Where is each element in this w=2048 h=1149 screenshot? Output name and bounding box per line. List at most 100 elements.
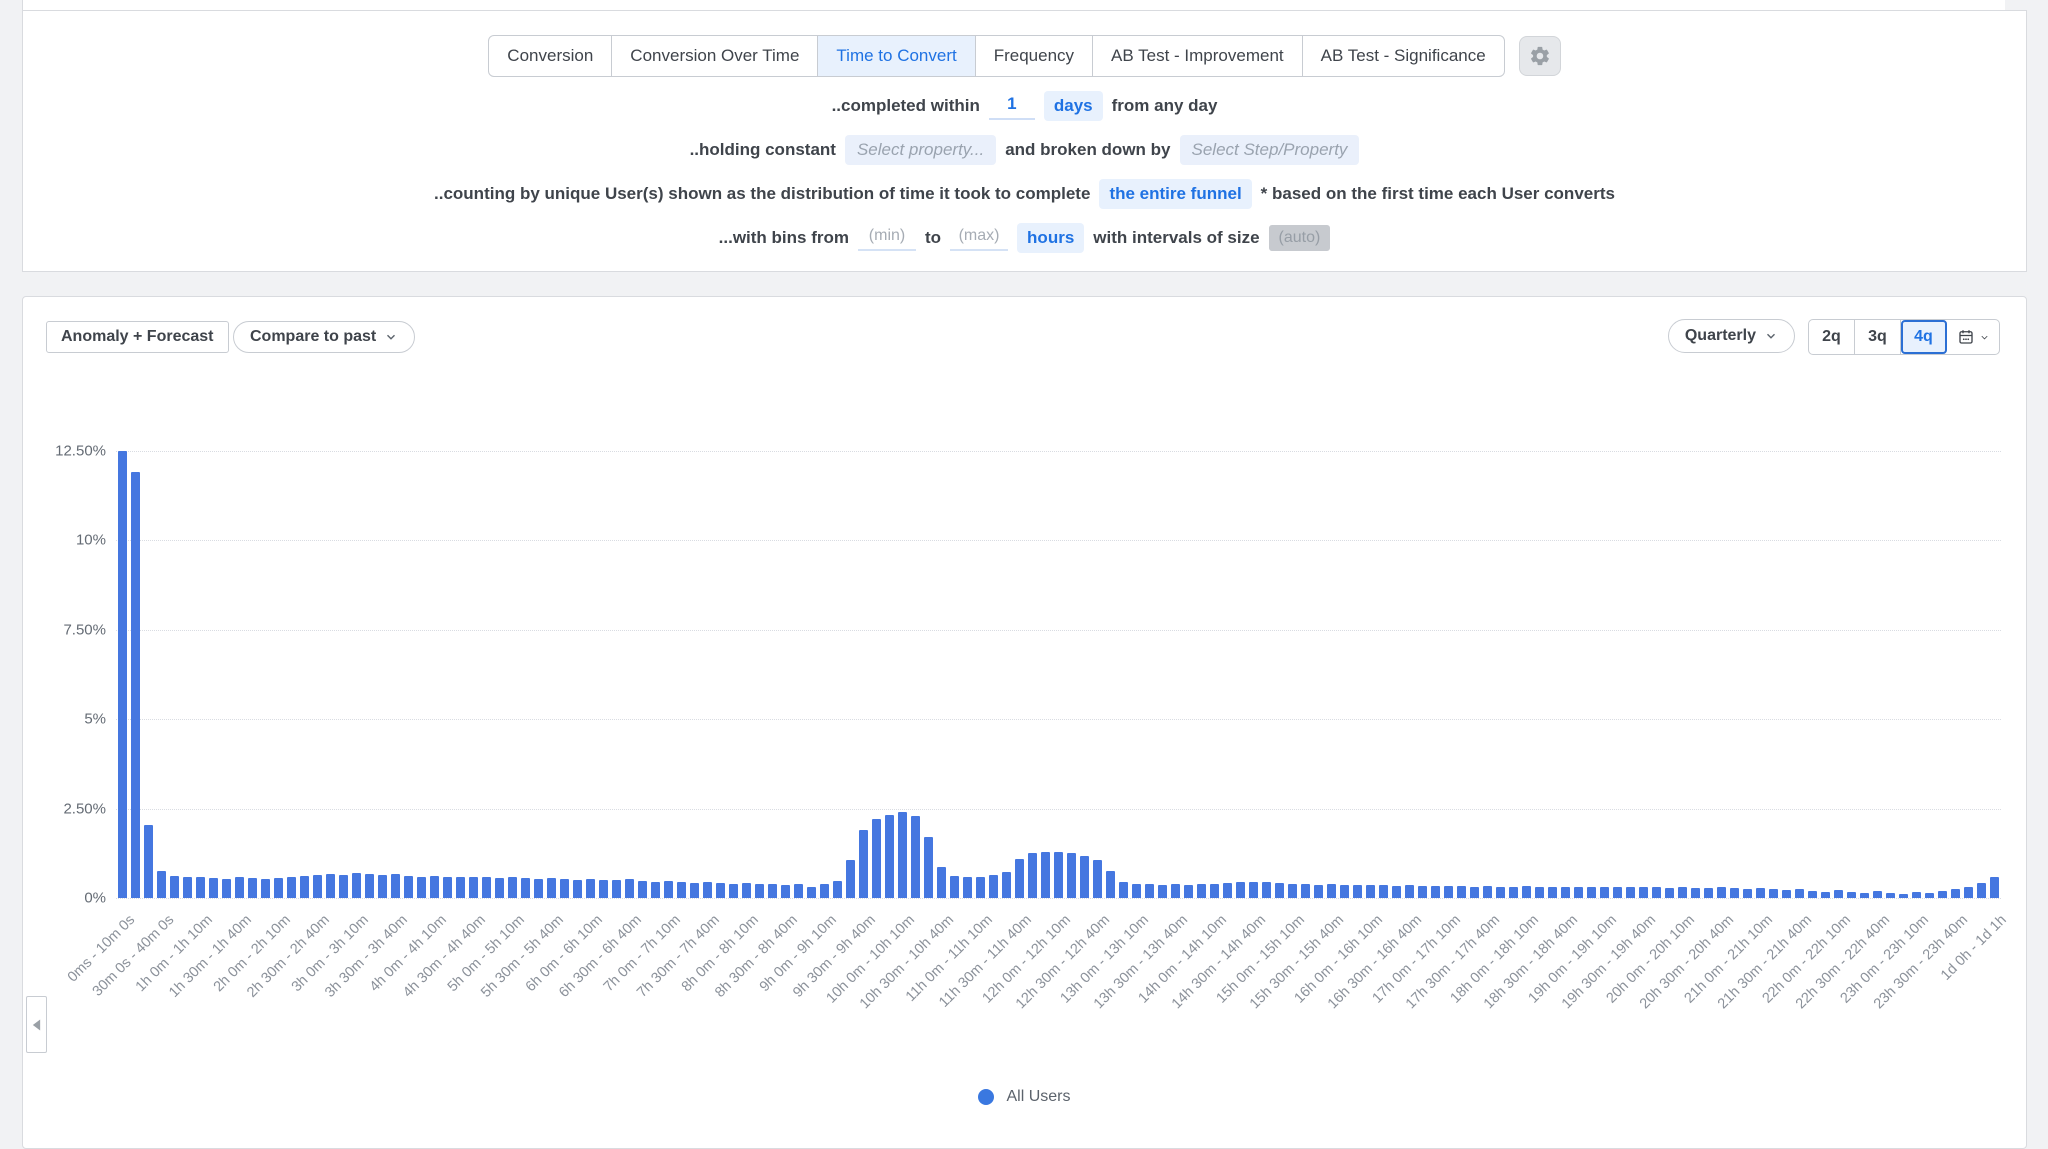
histogram-bar[interactable] xyxy=(1717,887,1725,898)
histogram-bar[interactable] xyxy=(1158,885,1166,898)
histogram-bar[interactable] xyxy=(1418,886,1426,898)
histogram-bar[interactable] xyxy=(1912,892,1920,898)
bin-max-input[interactable]: (max) xyxy=(950,224,1008,251)
histogram-bar[interactable] xyxy=(274,878,282,898)
histogram-bar[interactable] xyxy=(521,878,529,898)
histogram-bar[interactable] xyxy=(976,877,984,898)
histogram-bar[interactable] xyxy=(1457,886,1465,898)
histogram-bar[interactable] xyxy=(1925,893,1933,898)
histogram-bar[interactable] xyxy=(1964,887,1972,898)
histogram-bar[interactable] xyxy=(352,873,360,898)
histogram-bar[interactable] xyxy=(1093,860,1101,898)
histogram-bar[interactable] xyxy=(1639,887,1647,898)
anomaly-forecast-button[interactable]: Anomaly + Forecast xyxy=(46,321,229,353)
histogram-bar[interactable] xyxy=(443,877,451,898)
histogram-bar[interactable] xyxy=(1899,894,1907,898)
histogram-bar[interactable] xyxy=(1613,887,1621,898)
range-button-2q[interactable]: 2q xyxy=(1809,320,1855,354)
histogram-bar[interactable] xyxy=(1496,887,1504,898)
histogram-bar[interactable] xyxy=(1886,893,1894,898)
bin-unit-dropdown[interactable]: hours xyxy=(1017,223,1084,253)
funnel-scope-dropdown[interactable]: the entire funnel xyxy=(1099,179,1251,209)
histogram-bar[interactable] xyxy=(1574,887,1582,898)
histogram-bar[interactable] xyxy=(1808,891,1816,898)
histogram-bar[interactable] xyxy=(833,881,841,898)
tab-frequency[interactable]: Frequency xyxy=(976,36,1093,76)
tab-conversion[interactable]: Conversion xyxy=(489,36,612,76)
histogram-bar[interactable] xyxy=(1379,885,1387,898)
tab-ab-test-improvement[interactable]: AB Test - Improvement xyxy=(1093,36,1303,76)
histogram-bar[interactable] xyxy=(313,875,321,898)
histogram-bar[interactable] xyxy=(482,877,490,898)
holding-constant-property-select[interactable]: Select property... xyxy=(845,135,996,165)
histogram-bar[interactable] xyxy=(1249,882,1257,898)
histogram-bar[interactable] xyxy=(1782,890,1790,898)
collapse-panel-button[interactable] xyxy=(26,996,47,1053)
histogram-bar[interactable] xyxy=(586,879,594,898)
histogram-bar[interactable] xyxy=(937,867,945,898)
histogram-bar[interactable] xyxy=(1652,887,1660,898)
histogram-bar[interactable] xyxy=(755,884,763,898)
histogram-bar[interactable] xyxy=(365,874,373,898)
histogram-bar[interactable] xyxy=(1067,853,1075,898)
histogram-bar[interactable] xyxy=(898,812,906,898)
histogram-bar[interactable] xyxy=(1977,883,1985,898)
histogram-bar[interactable] xyxy=(1431,886,1439,898)
histogram-bar[interactable] xyxy=(1405,885,1413,898)
histogram-bar[interactable] xyxy=(1691,888,1699,898)
histogram-bar[interactable] xyxy=(1028,853,1036,898)
histogram-bar[interactable] xyxy=(989,875,997,898)
histogram-bar[interactable] xyxy=(1314,885,1322,898)
histogram-bar[interactable] xyxy=(1665,888,1673,898)
histogram-bar[interactable] xyxy=(638,881,646,898)
histogram-bar[interactable] xyxy=(1210,884,1218,898)
histogram-bar[interactable] xyxy=(1132,884,1140,898)
histogram-bar[interactable] xyxy=(729,884,737,898)
histogram-bar[interactable] xyxy=(222,879,230,898)
histogram-bar[interactable] xyxy=(196,877,204,898)
histogram-bar[interactable] xyxy=(1119,882,1127,898)
histogram-bar[interactable] xyxy=(261,879,269,898)
histogram-bar[interactable] xyxy=(1834,890,1842,898)
histogram-bar[interactable] xyxy=(872,819,880,898)
histogram-bar[interactable] xyxy=(157,871,165,898)
histogram-bar[interactable] xyxy=(1626,887,1634,898)
histogram-bar[interactable] xyxy=(248,878,256,898)
histogram-bar[interactable] xyxy=(1522,886,1530,898)
range-button-3q[interactable]: 3q xyxy=(1855,320,1901,354)
bin-min-input[interactable]: (min) xyxy=(858,224,916,251)
histogram-bar[interactable] xyxy=(1795,889,1803,898)
histogram-bar[interactable] xyxy=(1444,886,1452,898)
histogram-bar[interactable] xyxy=(1600,887,1608,898)
histogram-bar[interactable] xyxy=(1704,888,1712,898)
histogram-bar[interactable] xyxy=(1769,889,1777,898)
histogram-bar[interactable] xyxy=(1002,872,1010,898)
histogram-bar[interactable] xyxy=(1561,887,1569,898)
histogram-bar[interactable] xyxy=(287,877,295,898)
histogram-bar[interactable] xyxy=(118,451,126,898)
histogram-bar[interactable] xyxy=(625,879,633,898)
histogram-bar[interactable] xyxy=(612,880,620,898)
histogram-bar[interactable] xyxy=(1041,852,1049,898)
histogram-bar[interactable] xyxy=(1730,888,1738,898)
tab-time-to-convert[interactable]: Time to Convert xyxy=(818,36,975,76)
histogram-bar[interactable] xyxy=(1327,884,1335,898)
histogram-bar[interactable] xyxy=(794,884,802,898)
histogram-bar[interactable] xyxy=(781,885,789,898)
histogram-bar[interactable] xyxy=(391,874,399,898)
histogram-bar[interactable] xyxy=(131,472,139,898)
histogram-bar[interactable] xyxy=(1821,892,1829,898)
histogram-bar[interactable] xyxy=(1262,882,1270,898)
histogram-bar[interactable] xyxy=(1756,888,1764,898)
histogram-bar[interactable] xyxy=(1145,884,1153,898)
histogram-bar[interactable] xyxy=(1366,885,1374,898)
histogram-bar[interactable] xyxy=(703,882,711,898)
histogram-bar[interactable] xyxy=(742,883,750,898)
histogram-bar[interactable] xyxy=(1184,885,1192,898)
histogram-bar[interactable] xyxy=(1288,884,1296,898)
histogram-bar[interactable] xyxy=(469,877,477,898)
histogram-bar[interactable] xyxy=(573,880,581,898)
conversion-window-unit-dropdown[interactable]: days xyxy=(1044,91,1103,121)
histogram-bar[interactable] xyxy=(1106,871,1114,898)
histogram-bar[interactable] xyxy=(1938,891,1946,898)
